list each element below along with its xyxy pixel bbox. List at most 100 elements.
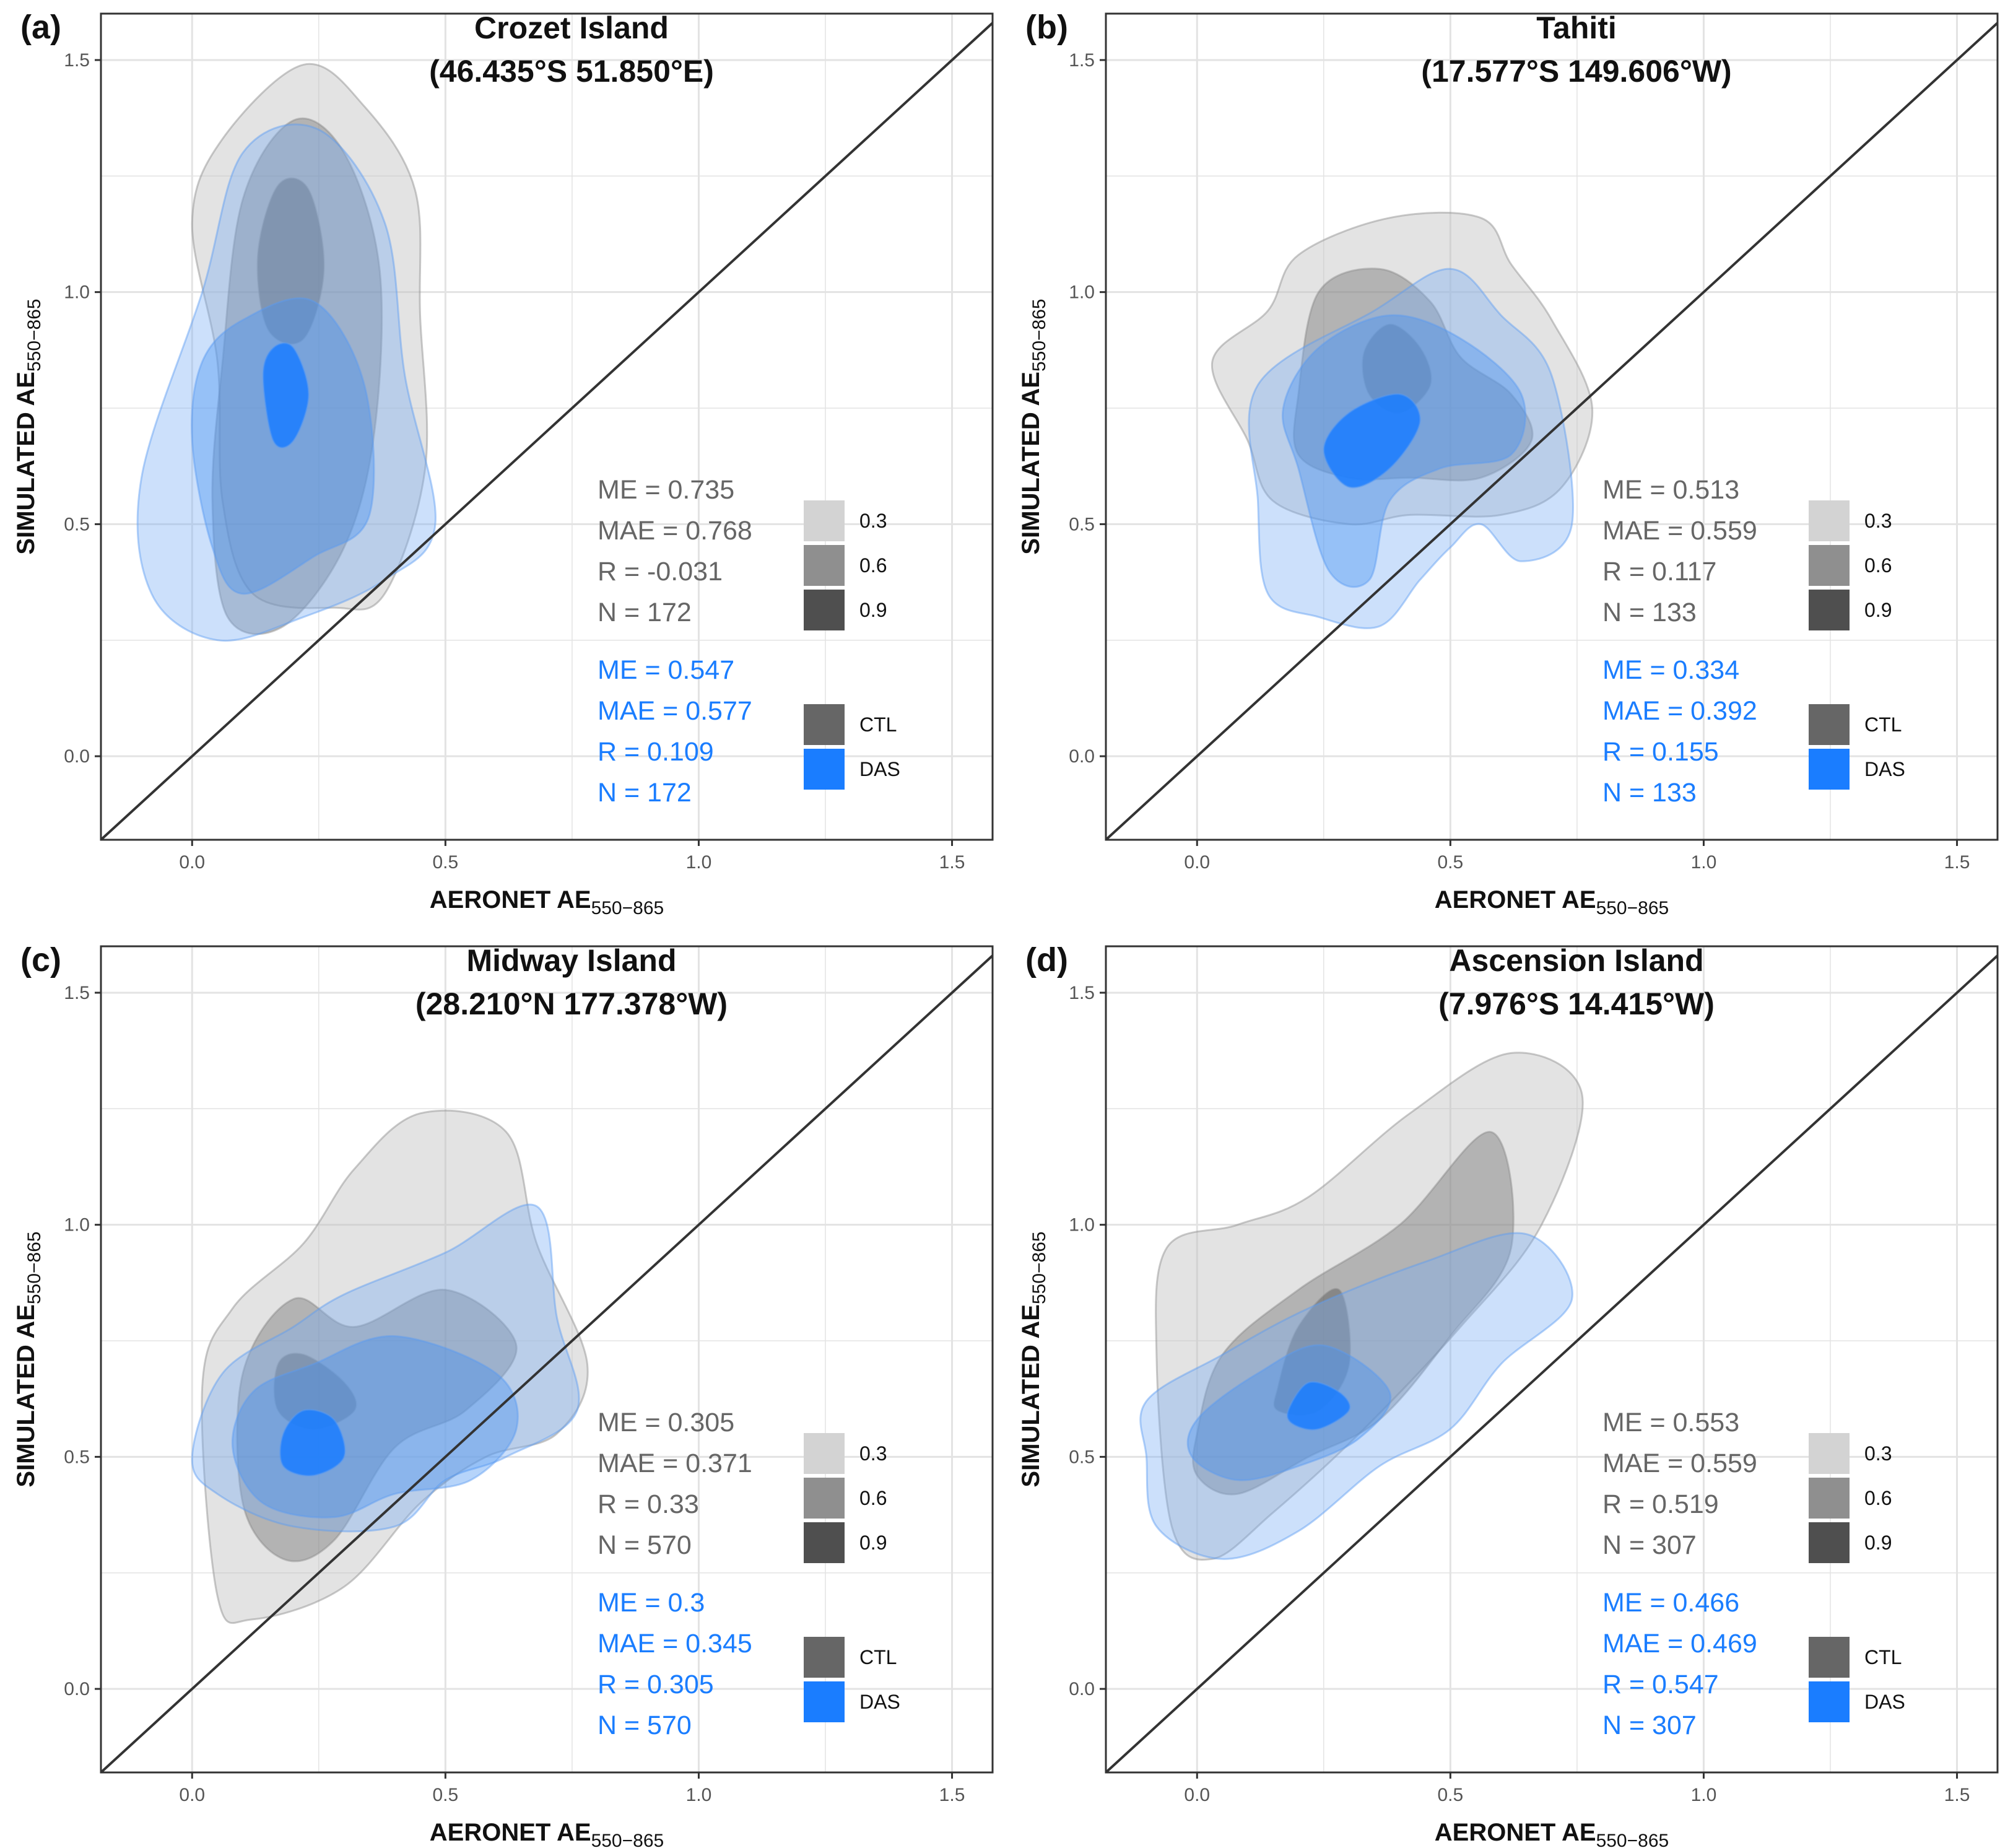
legend-level-swatch [1809,1433,1850,1474]
das-stat-line: ME = 0.334 [1602,655,1739,685]
y-axis-label-subscript: 550−865 [24,299,45,372]
y-axis-label-main: SIMULATED AE [1017,1304,1045,1488]
legend-level-swatch [804,1433,845,1474]
das-stat-line: R = 0.547 [1602,1670,1719,1699]
chart-title: Crozet Island [474,11,669,45]
legend-series-swatch [804,1637,845,1678]
y-tick-label: 1.0 [64,1215,90,1236]
x-axis-label-main: AERONET AE [430,886,591,913]
one-to-one-line [1106,954,1998,1772]
y-axis-label: SIMULATED AE550−865 [12,1231,45,1487]
panel-letter: (c) [20,941,61,978]
gridlines [101,946,993,1772]
chart-subtitle: (7.976°S 14.415°W) [1438,987,1715,1021]
legend-level-swatch [804,1522,845,1563]
x-tick-label: 0.0 [1184,852,1210,873]
das-stat-line: ME = 0.3 [598,1588,705,1618]
y-axis-label: SIMULATED AE550−865 [12,299,45,554]
x-tick-label: 0.0 [1184,1785,1210,1805]
y-axis-label: SIMULATED AE550−865 [1017,1231,1050,1487]
legend-level-swatch [1809,545,1850,586]
ctl-contour-level-0.3 [191,63,428,611]
legend-series-label: CTL [859,1646,897,1668]
x-tick-label: 0.5 [1438,852,1464,873]
das-stat-line: MAE = 0.345 [598,1629,752,1658]
y-tick-label: 1.5 [64,50,90,71]
das-contour-level-0.3 [1248,268,1574,629]
x-axis-label-subscript: 550−865 [1596,1831,1669,1848]
gridlines [1106,946,1998,1772]
legend-series-swatch [1809,704,1850,745]
legend-series-label: DAS [859,758,900,780]
ctl-stat-line: N = 133 [1602,598,1697,627]
x-tick-label: 0.0 [179,1785,205,1805]
x-tick-label: 1.5 [1944,852,1970,873]
x-tick-label: 1.0 [1691,852,1717,873]
ctl-stat-line: N = 570 [598,1530,692,1560]
y-tick-label: 1.5 [1069,50,1095,71]
ctl-stat-line: ME = 0.553 [1602,1408,1739,1437]
ctl-contour-level-0.9 [1362,323,1432,414]
legend-level-label: 0.9 [859,1532,887,1554]
legend-series-swatch [804,704,845,745]
x-axis-label-subscript: 550−865 [1596,898,1669,918]
one-to-one-line [101,22,993,840]
y-tick-label: 0.5 [1069,514,1095,534]
chart-title: Ascension Island [1449,943,1703,978]
legend-series-label: DAS [1864,758,1905,780]
legend-level-swatch [804,545,845,586]
das-contour-level-0.3 [1139,1232,1573,1560]
ctl-stat-line: R = 0.519 [1602,1489,1719,1519]
x-axis-label-main: AERONET AE [430,1819,591,1846]
ctl-contour-level-0.3 [201,1109,589,1624]
chart-title: Tahiti [1536,11,1617,45]
y-axis-label-main: SIMULATED AE [1017,372,1045,555]
x-tick-label: 1.5 [939,852,965,873]
legend-level-swatch [1809,500,1850,541]
chart-subtitle: (28.210°N 177.378°W) [415,987,728,1021]
ctl-stat-line: MAE = 0.559 [1602,516,1757,546]
legend-level-label: 0.6 [1864,1487,1892,1509]
plot-frame [1105,945,1999,1774]
y-axis-label: SIMULATED AE550−865 [1017,299,1050,554]
panel-letter: (b) [1025,9,1068,46]
y-tick-label: 1.0 [1069,1215,1095,1236]
legend-level-swatch [804,500,845,541]
legend-level-swatch [1809,1522,1850,1563]
one-to-one-line [1106,22,1998,840]
das-stat-line: MAE = 0.392 [1602,696,1757,726]
ctl-stat-line: N = 307 [1602,1530,1697,1560]
x-axis-label: AERONET AE550−865 [430,1819,664,1848]
y-tick-label: 0.5 [1069,1447,1095,1467]
legend-level-label: 0.3 [1864,510,1892,532]
das-stat-line: N = 133 [1602,778,1697,808]
legend-series-label: DAS [1864,1691,1905,1713]
contours [101,22,993,840]
x-tick-label: 0.5 [433,852,459,873]
das-stat-line: R = 0.155 [1602,737,1719,767]
x-tick-label: 1.0 [686,852,712,873]
y-tick-label: 1.5 [1069,983,1095,1003]
x-axis-label-subscript: 550−865 [591,1831,664,1848]
legend-level-label: 0.9 [1864,1532,1892,1554]
contours [101,954,993,1772]
ctl-stat-line: N = 172 [598,598,692,627]
legend-series-label: CTL [1864,713,1902,736]
y-tick-label: 1.0 [64,282,90,303]
das-stat-line: MAE = 0.469 [1602,1629,1757,1658]
legend-level-swatch [804,590,845,630]
y-tick-label: 0.5 [64,1447,90,1467]
das-stat-line: ME = 0.547 [598,655,734,685]
y-tick-label: 0.0 [1069,746,1095,767]
x-axis-label: AERONET AE550−865 [430,886,664,918]
ctl-contour-level-0.6 [1192,1131,1515,1496]
legend-series-label: CTL [859,713,897,736]
ctl-stat-line: R = 0.33 [598,1489,699,1519]
y-axis-label-subscript: 550−865 [24,1231,45,1304]
panel-letter: (d) [1025,941,1068,978]
ctl-contour-level-0.6 [236,1289,518,1563]
das-stat-line: MAE = 0.577 [598,696,752,726]
